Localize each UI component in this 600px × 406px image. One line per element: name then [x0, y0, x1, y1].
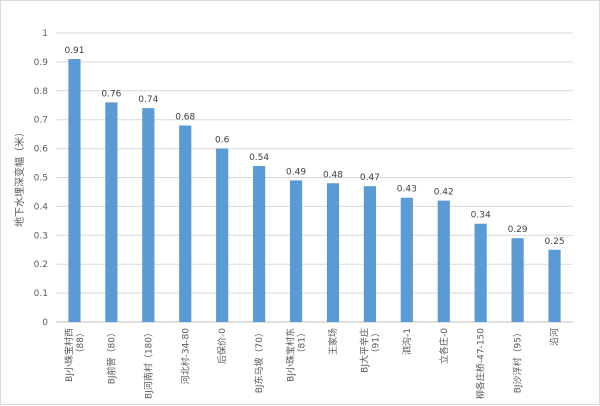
bar	[105, 102, 118, 322]
data-label: 0.91	[64, 46, 84, 56]
category-label: 沿河	[549, 328, 561, 346]
y-axis-label: 地下水埋深变幅（米）	[13, 127, 26, 227]
bar	[437, 200, 450, 322]
category-label-line: BJ东马坡（70）	[253, 328, 265, 393]
category-label-line: 河北村-34-80	[179, 328, 191, 385]
category-label-line: 立各庄-0	[438, 328, 450, 364]
bar	[474, 223, 487, 322]
category-label-line: BJ前营（80）	[105, 328, 117, 384]
data-label: 0.43	[397, 185, 417, 195]
category-label: BJ大平辛庄 （91）	[358, 328, 381, 373]
y-tick-label: 0.3	[34, 231, 48, 241]
data-label: 0.48	[323, 170, 343, 180]
category-label: BJ东马坡（70）	[253, 328, 265, 393]
bar	[253, 165, 266, 322]
category-label-line: BJ小珠宝村西	[63, 328, 75, 382]
y-tick-label: 0.4	[34, 202, 49, 212]
category-label: 河北村-34-80	[179, 328, 191, 385]
y-tick-label: 0.7	[34, 116, 48, 126]
y-axis-tick-labels: 0 0.1 0.2 0.3 0.4 0.5 0.6 0.7 0.8 0.9 1	[34, 29, 49, 328]
y-tick-label: 0	[42, 318, 48, 328]
data-label: 0.29	[508, 225, 528, 235]
y-tick-label: 0.2	[34, 260, 48, 270]
category-label-line: （88）	[75, 328, 86, 357]
bar	[326, 183, 340, 322]
category-label: BJ河南村（180）	[142, 328, 154, 399]
data-label: 0.68	[175, 112, 195, 122]
data-label: 0.49	[286, 167, 306, 177]
y-tick-label: 0.5	[34, 174, 48, 184]
category-label: BJ小珠宝村东 （81）	[285, 328, 308, 382]
category-label: 立各庄-0	[438, 328, 450, 364]
bar	[216, 148, 229, 322]
bar	[548, 249, 561, 322]
y-tick-label: 1	[42, 29, 48, 39]
category-label-line: 后保价-0	[216, 328, 228, 364]
bars	[68, 59, 561, 322]
category-label-line: 王家场	[327, 328, 339, 355]
data-label: 0.25	[545, 237, 565, 247]
bar	[179, 125, 192, 322]
category-label-line: BJ大平辛庄	[358, 328, 370, 373]
data-label: 0.54	[249, 153, 269, 163]
bar	[142, 108, 155, 322]
category-label-line: （91）	[370, 328, 381, 357]
bar	[511, 238, 524, 322]
bar	[363, 186, 376, 322]
category-label-line: BJ河南村（180）	[142, 328, 154, 399]
data-label: 0.34	[471, 211, 491, 221]
category-label: 柳各庄桥-47-150	[475, 328, 487, 399]
data-labels: 0.91 0.76 0.74 0.68 0.6 0.54 0.49 0.48 0.47 0.43 0…	[64, 46, 564, 247]
data-label: 0.47	[360, 173, 380, 183]
category-label-line: 柳各庄桥-47-150	[475, 328, 487, 399]
category-label: BJ前营（80）	[105, 328, 117, 384]
gridlines	[56, 32, 573, 323]
category-label-line: （81）	[297, 328, 308, 357]
data-label: 0.42	[434, 188, 454, 198]
data-label: 0.74	[138, 95, 158, 105]
y-tick-label: 0.6	[34, 145, 49, 155]
category-label-line: 沿河	[549, 328, 561, 346]
category-label-line: BJ沙浮村（95）	[512, 328, 524, 393]
category-label: 后保价-0	[216, 328, 228, 364]
category-label-line: 泗沟-1	[401, 328, 413, 355]
bar	[68, 59, 81, 322]
category-label-line: BJ小珠宝村东	[285, 328, 297, 382]
category-labels: BJ小珠宝村西 （88） BJ前营（80） BJ河南村（180） 河北村-34-80 后保…	[63, 328, 561, 399]
category-label: BJ沙浮村（95）	[512, 328, 524, 393]
y-tick-label: 0.1	[34, 289, 48, 299]
y-tick-label: 0.8	[34, 87, 49, 97]
data-label: 0.6	[215, 136, 230, 146]
category-label: BJ小珠宝村西 （88）	[63, 328, 86, 382]
category-label: 泗沟-1	[401, 328, 413, 355]
y-tick-label: 0.9	[34, 58, 49, 68]
bar	[289, 180, 303, 322]
bar	[400, 197, 413, 322]
category-label: 王家场	[327, 328, 339, 355]
data-label: 0.76	[101, 89, 121, 99]
